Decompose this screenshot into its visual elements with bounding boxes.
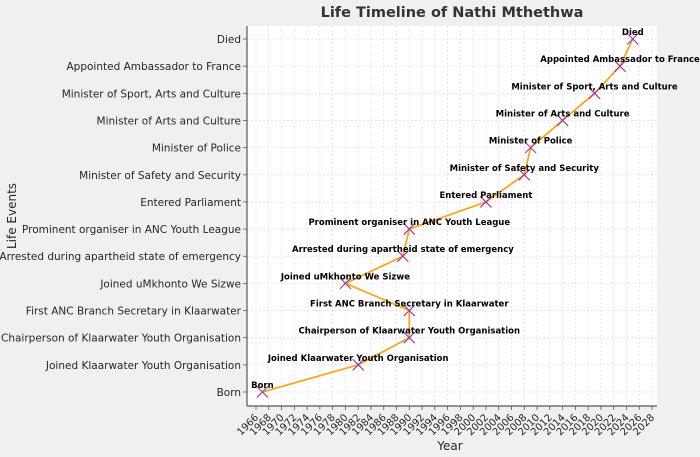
marker-stroke xyxy=(614,60,626,73)
y-tick-label: Appointed Ambassador to France xyxy=(66,61,241,73)
point-label: Appointed Ambassador to France xyxy=(540,55,700,65)
grid xyxy=(247,26,657,406)
point-label: Minister of Safety and Security xyxy=(450,164,600,174)
data-point-marker xyxy=(256,386,269,398)
point-label: Arrested during apartheid state of emerg… xyxy=(292,245,514,255)
data-point-marker xyxy=(480,195,492,208)
data-point-marker xyxy=(403,223,416,236)
y-tick-label: Minister of Police xyxy=(152,143,241,155)
data-point-marker xyxy=(396,250,409,263)
point-label: Born xyxy=(251,381,274,391)
marker-stroke xyxy=(396,250,409,263)
y-tick-label: Prominent organiser in ANC Youth League xyxy=(22,224,241,236)
plot-area xyxy=(247,26,657,406)
marker-stroke xyxy=(480,195,492,208)
marker-stroke xyxy=(524,141,537,154)
marker-stroke xyxy=(626,33,639,45)
y-tick-label: Chairperson of Klaarwater Youth Organisa… xyxy=(1,333,241,345)
data-point-marker xyxy=(403,304,416,317)
y-axis-ticks: Born Joined Klaarwater Youth Organisation… xyxy=(0,34,247,399)
data-point-marker xyxy=(352,358,365,371)
data-point-marker xyxy=(588,87,601,100)
point-label: Minister of Police xyxy=(489,137,573,147)
y-tick-label: Entered Parliament xyxy=(140,197,241,209)
data-point-marker xyxy=(614,60,626,73)
marker-stroke xyxy=(339,277,352,290)
point-label: Joined uMkhonto We Sizwe xyxy=(280,272,410,282)
point-label: Joined Klaarwater Youth Organisation xyxy=(267,354,449,364)
point-label: Chairperson of Klaarwater Youth Organisa… xyxy=(299,327,521,337)
chart-title: Life Timeline of Nathi Mthethwa xyxy=(321,5,584,21)
point-label: Died xyxy=(622,28,644,38)
marker-stroke xyxy=(403,304,416,317)
y-tick-label: Minister of Arts and Culture xyxy=(97,115,241,127)
marker-stroke xyxy=(256,386,269,398)
y-tick-label: Joined uMkhonto We Sizwe xyxy=(99,278,241,290)
point-label: Minister of Sport, Arts and Culture xyxy=(511,82,678,92)
y-tick-label: Died xyxy=(217,34,241,46)
point-label: Entered Parliament xyxy=(439,191,532,201)
marker-stroke xyxy=(556,114,569,127)
x-axis-ticks: 1966196819701972197419761978198019821984… xyxy=(235,406,657,438)
point-label: First ANC Branch Secretary in Klaarwater xyxy=(310,300,509,310)
data-point-marker xyxy=(403,331,416,344)
y-tick-label: Minister of Safety and Security xyxy=(79,170,241,182)
y-tick-label: Arrested during apartheid state of emerg… xyxy=(0,251,241,263)
data-point-marker xyxy=(524,141,537,154)
data-point-marker xyxy=(518,168,531,181)
data-point-marker xyxy=(339,277,352,290)
marker-stroke xyxy=(518,168,531,181)
x-axis-label: Year xyxy=(436,439,462,453)
point-label: Minister of Arts and Culture xyxy=(496,109,630,119)
data-point-marker xyxy=(626,33,639,45)
y-tick-label: Joined Klaarwater Youth Organisation xyxy=(45,360,241,372)
y-axis-label: Life Events xyxy=(5,183,19,249)
marker-stroke xyxy=(403,331,416,344)
marker-stroke xyxy=(588,87,601,100)
point-label: Prominent organiser in ANC Youth League xyxy=(308,218,510,228)
series xyxy=(256,33,639,398)
y-tick-label: Born xyxy=(217,387,241,399)
data-point-marker xyxy=(556,114,569,127)
y-tick-label: Minister of Sport, Arts and Culture xyxy=(62,88,241,100)
point-labels: Born Joined Klaarwater Youth Organisation… xyxy=(251,28,700,391)
marker-stroke xyxy=(352,358,365,371)
y-tick-label: First ANC Branch Secretary in Klaarwater xyxy=(26,306,242,318)
marker-stroke xyxy=(403,223,416,236)
